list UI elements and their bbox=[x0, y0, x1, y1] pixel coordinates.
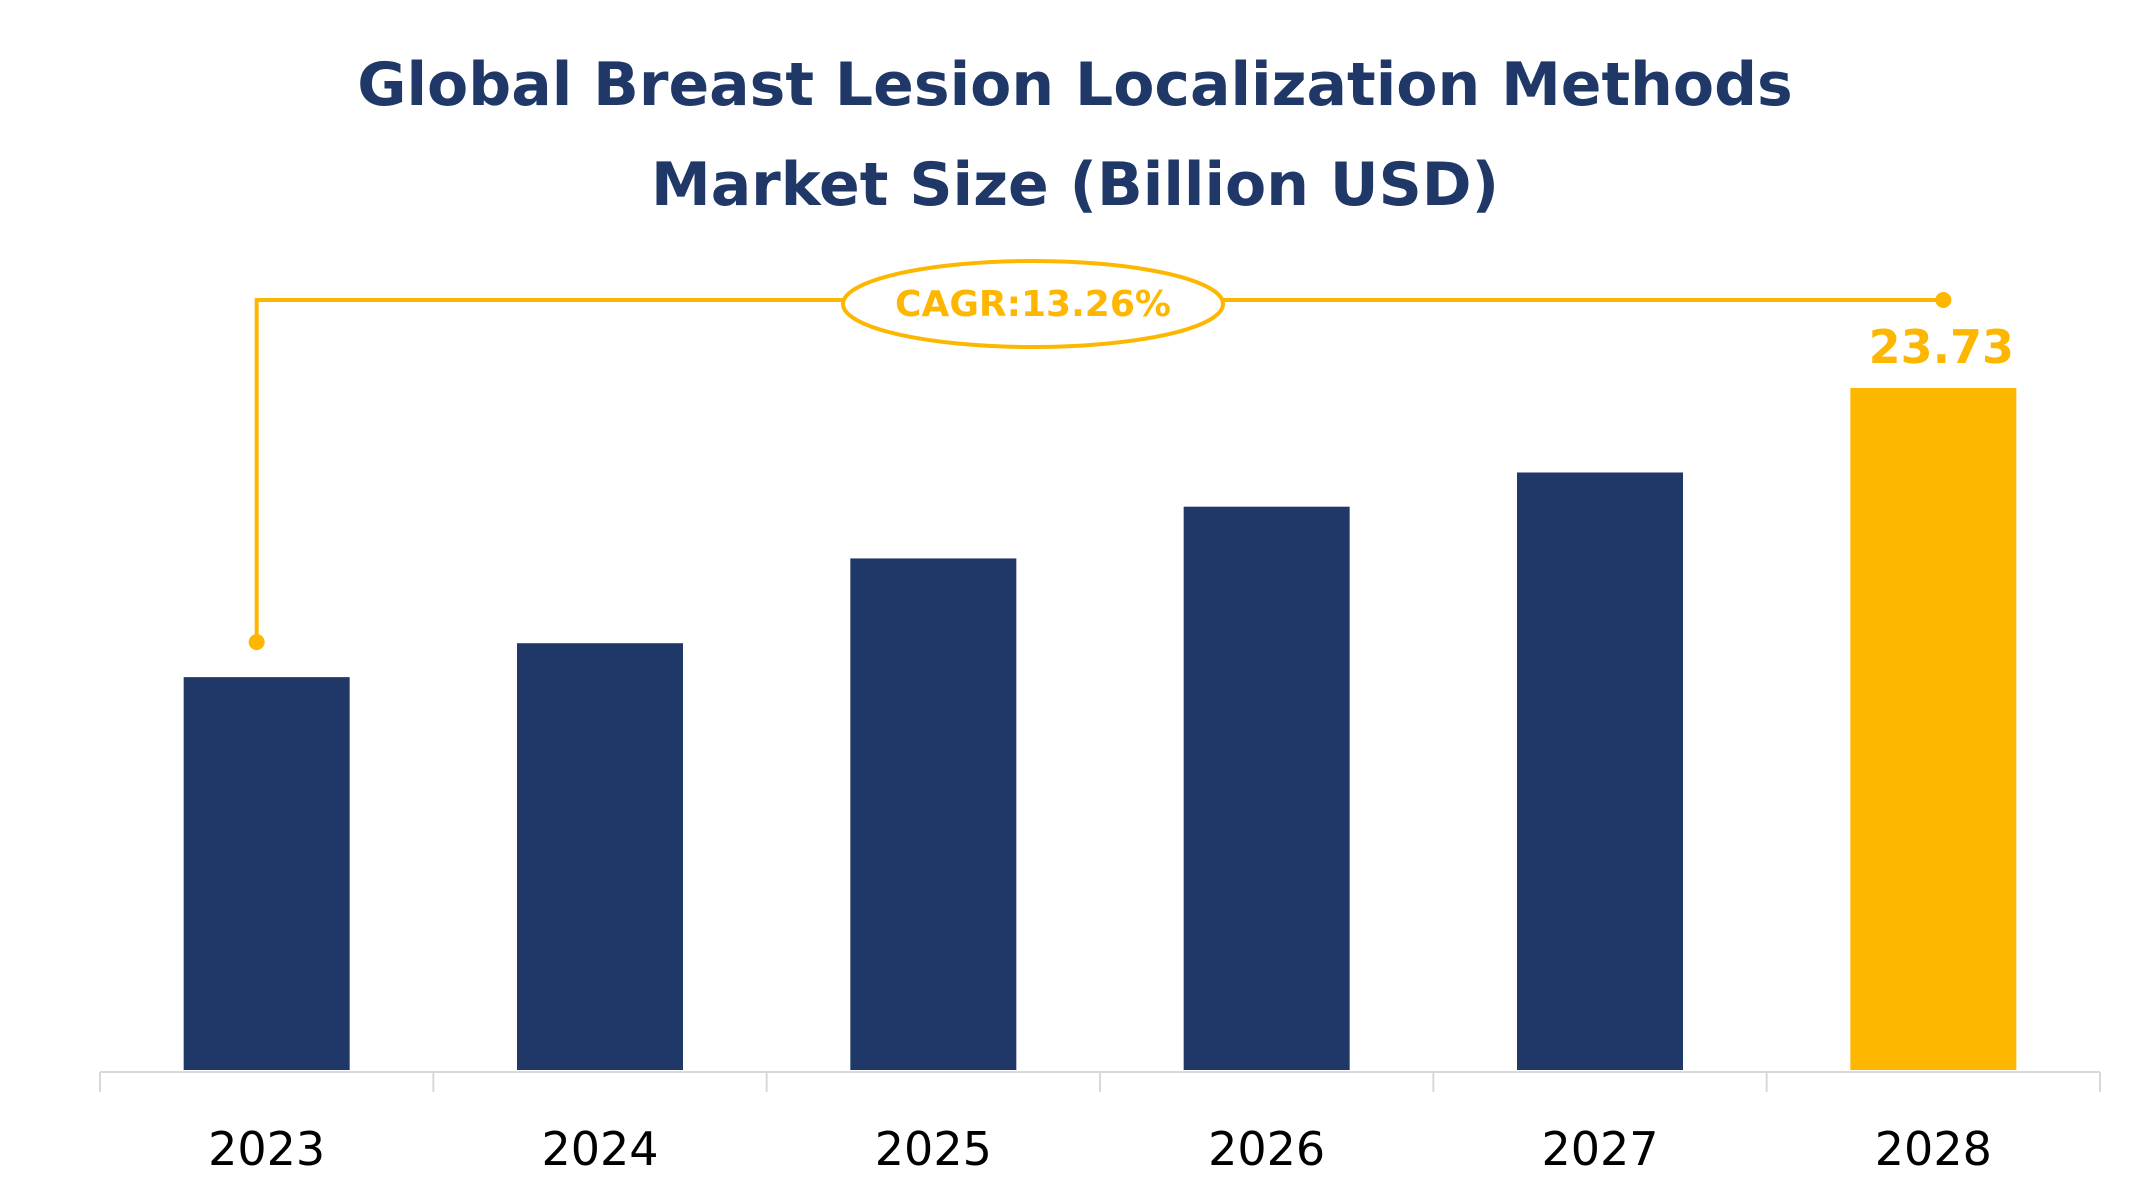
x-tick-label: 2028 bbox=[1875, 1122, 1992, 1176]
cagr-connector-line bbox=[254, 298, 1944, 643]
cagr-label: CAGR:13.26% bbox=[895, 284, 1171, 325]
cagr-annotation: CAGR:13.26% bbox=[248, 259, 1952, 651]
cagr-ellipse bbox=[841, 259, 1225, 349]
data-label-2028: 23.73 bbox=[1869, 320, 2015, 374]
cagr-start-dot bbox=[248, 634, 265, 651]
bar-2024 bbox=[517, 643, 683, 1070]
bar-2025 bbox=[850, 558, 1017, 1070]
cagr-end-dot bbox=[1935, 292, 1952, 308]
chart-title-line-1: Global Breast Lesion Localization Method… bbox=[357, 50, 1793, 120]
bar-2026 bbox=[1183, 506, 1350, 1070]
x-tick-label: 2024 bbox=[541, 1122, 658, 1176]
chart-title-line-2: Market Size (Billion USD) bbox=[651, 150, 1499, 220]
x-tick-label: 2027 bbox=[1541, 1122, 1658, 1176]
bar-2023 bbox=[183, 677, 350, 1070]
bar-2027 bbox=[1517, 472, 1683, 1070]
bar-2028 bbox=[1850, 388, 2017, 1070]
x-tick-label: 2025 bbox=[875, 1122, 992, 1176]
x-tick-label: 2023 bbox=[208, 1122, 325, 1176]
x-tick-label: 2026 bbox=[1208, 1122, 1325, 1176]
